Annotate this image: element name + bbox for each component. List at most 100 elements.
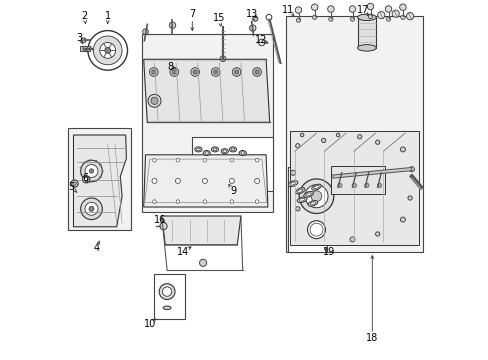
Circle shape [88,31,127,70]
Circle shape [82,176,89,183]
Circle shape [170,68,178,76]
Ellipse shape [194,147,202,152]
Ellipse shape [357,14,375,21]
Text: 15: 15 [213,13,225,23]
Polygon shape [162,216,241,245]
Circle shape [265,14,271,20]
Circle shape [193,70,197,74]
Circle shape [337,183,342,188]
Circle shape [377,183,381,188]
Circle shape [307,221,325,239]
Circle shape [295,144,299,148]
Circle shape [295,7,301,13]
Text: 2: 2 [81,11,87,21]
Circle shape [151,97,158,104]
Ellipse shape [229,147,236,152]
Bar [192,137,273,191]
Circle shape [349,237,354,242]
Circle shape [152,178,157,183]
Circle shape [176,158,179,162]
Circle shape [159,284,175,300]
Circle shape [100,42,115,58]
Circle shape [312,15,316,19]
Circle shape [321,138,325,143]
Text: 18: 18 [366,333,378,343]
Circle shape [328,17,332,21]
Circle shape [211,68,220,76]
Text: 6: 6 [82,173,88,183]
Circle shape [104,48,110,53]
Ellipse shape [288,181,297,186]
Ellipse shape [196,148,200,150]
Text: 11: 11 [281,5,293,15]
Ellipse shape [241,152,244,154]
Circle shape [175,178,180,183]
Circle shape [300,133,303,137]
Text: 1: 1 [104,11,111,21]
Circle shape [151,70,156,74]
Circle shape [309,223,322,236]
Text: 9: 9 [229,186,236,196]
Bar [287,167,326,252]
Circle shape [199,259,206,266]
Text: 17: 17 [356,5,369,15]
Circle shape [252,68,261,76]
Text: 10: 10 [144,319,156,329]
Circle shape [357,135,361,139]
Circle shape [327,6,333,12]
Ellipse shape [309,202,315,205]
Circle shape [230,200,233,203]
Circle shape [142,29,148,35]
Circle shape [89,169,94,173]
Bar [68,128,131,230]
Circle shape [299,179,333,213]
Circle shape [252,16,257,21]
Circle shape [234,70,238,74]
Circle shape [348,6,355,12]
Ellipse shape [313,186,319,189]
Circle shape [305,185,327,208]
Circle shape [310,191,321,202]
Circle shape [71,180,78,187]
Ellipse shape [231,148,234,150]
Circle shape [172,70,176,74]
Circle shape [89,206,94,211]
Circle shape [311,4,317,10]
Circle shape [213,70,218,74]
Circle shape [232,68,241,76]
Bar [330,166,384,194]
Ellipse shape [303,192,313,197]
Ellipse shape [297,197,306,203]
Ellipse shape [239,150,246,156]
Circle shape [375,140,379,144]
Ellipse shape [295,188,305,194]
Circle shape [160,222,167,230]
Circle shape [375,232,379,236]
Circle shape [290,170,295,175]
Circle shape [73,182,76,185]
Circle shape [399,4,406,10]
Text: 19: 19 [322,247,335,257]
Circle shape [377,12,384,19]
Circle shape [408,167,413,172]
Circle shape [220,56,225,62]
Polygon shape [143,155,267,207]
Circle shape [400,147,405,152]
Polygon shape [289,131,418,245]
Circle shape [81,38,86,43]
Bar [142,34,273,212]
Ellipse shape [213,148,216,150]
Ellipse shape [203,150,210,156]
Circle shape [162,287,171,296]
Circle shape [386,17,390,21]
Circle shape [295,207,299,211]
Bar [285,16,422,252]
Circle shape [202,178,207,183]
Circle shape [93,36,122,65]
Bar [154,274,185,319]
Ellipse shape [305,193,311,196]
Text: 7: 7 [189,9,195,19]
Circle shape [351,183,356,188]
Circle shape [349,17,354,21]
Ellipse shape [163,306,171,310]
